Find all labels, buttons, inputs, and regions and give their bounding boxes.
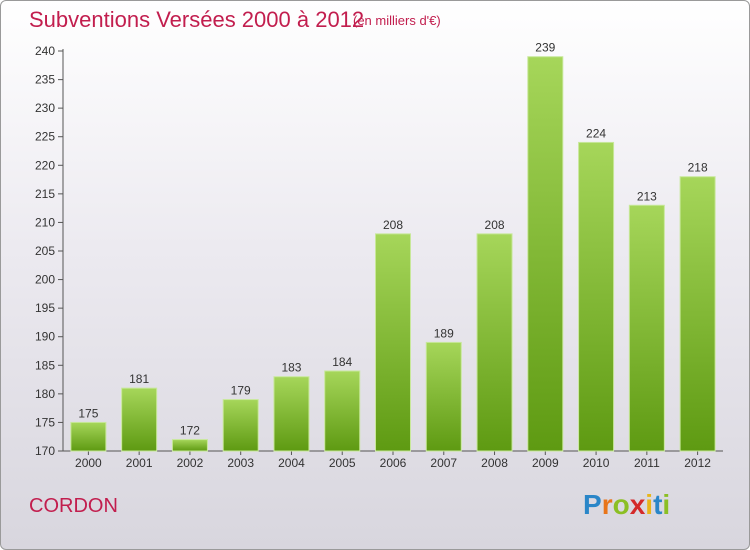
chart-axes: 170 175 180 185 190 195 200 205 210 215 220 225 230 2… <box>35 44 723 458</box>
bar <box>476 233 513 452</box>
x-tick-label: 2009 <box>532 456 559 470</box>
bar <box>578 141 615 452</box>
bar <box>324 370 361 452</box>
y-tick-label: 230 <box>35 101 55 115</box>
y-tick-label: 215 <box>35 187 55 201</box>
y-tick-label: 220 <box>35 158 55 172</box>
x-tick-label: 2005 <box>329 456 356 470</box>
x-tick-label: 2007 <box>430 456 457 470</box>
y-tick-label: 175 <box>35 415 55 429</box>
bar-value-label: 175 <box>78 406 98 420</box>
bar-value-label: 224 <box>586 126 606 140</box>
logo-letter: o <box>612 489 630 520</box>
x-tick-label: 2006 <box>380 456 407 470</box>
bar <box>171 439 208 452</box>
x-tick-label: 2011 <box>634 456 660 470</box>
logo-letter: P <box>583 489 602 520</box>
chart-title: Subventions Versées 2000 à 2012 <box>29 7 365 32</box>
bar <box>425 341 462 452</box>
bar-value-label: 213 <box>637 189 657 203</box>
bar-value-label: 208 <box>383 218 403 232</box>
y-tick-label: 210 <box>35 215 55 229</box>
logo-letter: i <box>645 489 654 520</box>
bar <box>70 421 107 452</box>
x-tick-label: 2008 <box>481 456 508 470</box>
y-tick-label: 225 <box>35 130 55 144</box>
bar-value-label: 218 <box>688 161 708 175</box>
y-tick-label: 235 <box>35 73 55 87</box>
y-tick-label: 190 <box>35 330 55 344</box>
y-tick-label: 240 <box>35 44 55 58</box>
commune-name: CORDON <box>29 495 118 517</box>
bar-value-label: 189 <box>434 326 454 340</box>
bar <box>121 387 158 452</box>
x-tick-label: 2010 <box>583 456 610 470</box>
chart-labels: 2000 175 2001 181 2002 172 2003 179 2004 183 2005 1… <box>75 41 711 470</box>
x-tick-label: 2002 <box>177 456 204 470</box>
bar <box>375 233 411 452</box>
bar-value-label: 208 <box>485 218 505 232</box>
x-tick-label: 2003 <box>227 456 254 470</box>
x-tick-label: 2004 <box>278 456 305 470</box>
bar <box>222 399 259 452</box>
x-tick-label: 2000 <box>75 456 102 470</box>
bar-value-label: 172 <box>180 424 200 438</box>
y-tick-label: 195 <box>35 301 55 315</box>
bar-value-label: 239 <box>535 41 555 55</box>
bar <box>679 176 716 452</box>
bar <box>628 204 665 452</box>
y-tick-label: 170 <box>35 444 55 458</box>
chart-bars <box>70 56 716 452</box>
y-tick-label: 180 <box>35 387 55 401</box>
bar-value-label: 181 <box>129 372 149 386</box>
y-tick-label: 205 <box>35 244 55 258</box>
bar <box>273 376 310 452</box>
x-tick-label: 2001 <box>126 456 153 470</box>
bar-value-label: 184 <box>332 355 352 369</box>
x-tick-label: 2012 <box>684 456 711 470</box>
bar-value-label: 183 <box>281 361 301 375</box>
y-tick-label: 200 <box>35 273 55 287</box>
bar-value-label: 179 <box>231 384 251 398</box>
chart-subtitle: (en milliers d'€) <box>353 13 441 28</box>
logo-letter: t <box>653 489 663 520</box>
y-tick-label: 185 <box>35 358 55 372</box>
bar <box>527 56 564 452</box>
logo-letter: x <box>629 489 646 520</box>
logo-letter: r <box>601 489 613 520</box>
proxiti-logo: Proxiti <box>583 489 670 521</box>
logo-letter: i <box>662 489 671 520</box>
